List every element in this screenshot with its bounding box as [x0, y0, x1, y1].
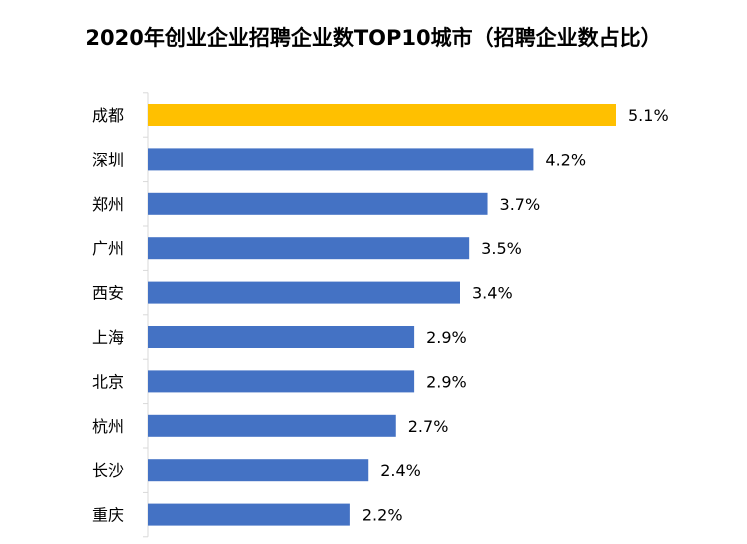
category-label: 杭州 [92, 417, 124, 436]
data-label: 2.2% [362, 506, 403, 525]
data-label: 2.4% [380, 461, 421, 480]
chart-title: 2020年创业企业招聘企业数TOP10城市（招聘企业数占比） [85, 26, 662, 50]
bar [148, 326, 415, 348]
category-label: 上海 [92, 328, 124, 347]
category-label: 北京 [92, 372, 124, 391]
category-label: 郑州 [92, 195, 124, 214]
category-label: 重庆 [92, 506, 124, 525]
data-label: 2.9% [426, 372, 467, 391]
bar [148, 104, 616, 126]
category-label: 成都 [92, 106, 124, 125]
data-label: 3.5% [481, 239, 522, 258]
data-label: 3.4% [472, 284, 513, 303]
bar [148, 192, 488, 215]
bar [148, 414, 396, 437]
bar [148, 459, 369, 482]
bar [148, 148, 534, 171]
bar [148, 503, 350, 526]
category-label: 长沙 [92, 461, 124, 480]
bar [148, 237, 470, 260]
category-label: 深圳 [92, 150, 124, 169]
bar [148, 370, 415, 393]
bar [148, 281, 460, 304]
data-label: 3.7% [500, 195, 541, 214]
data-label: 2.9% [426, 328, 467, 347]
category-label: 西安 [92, 284, 124, 303]
data-label: 5.1% [628, 106, 669, 125]
category-label: 广州 [92, 239, 124, 258]
data-label: 4.2% [545, 150, 586, 169]
data-label: 2.7% [408, 417, 449, 436]
